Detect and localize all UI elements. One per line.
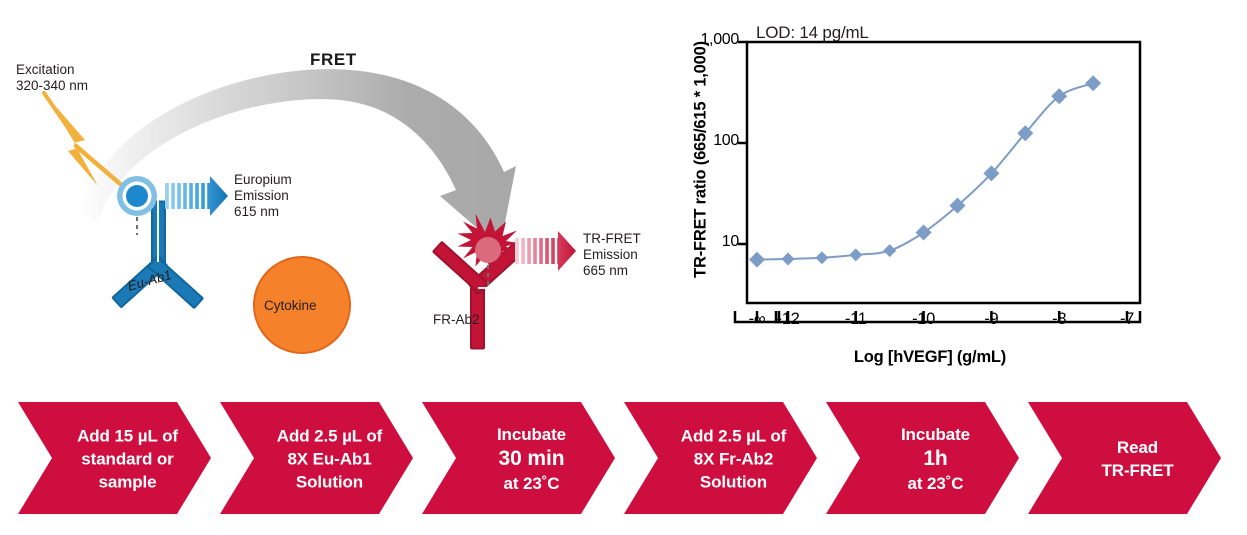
data-point-marker (949, 197, 966, 214)
trfret-emission-arrow-icon (515, 231, 576, 271)
cytokine-label: Cytokine (264, 298, 317, 313)
fret-transfer-arrow-icon (78, 69, 516, 248)
workflow-step-text: Add 15 µL of standard or sample (52, 425, 203, 494)
workflow-step-chevron[interactable] (220, 402, 413, 514)
europium-emission-label: Europium Emission 615 nm (234, 172, 292, 219)
fr-ab2-label: FR-Ab2 (433, 312, 480, 327)
workflow-step-chevron[interactable] (18, 402, 211, 514)
workflow-step-line1: Add 2.5 µL of (276, 426, 383, 446)
europium-fluorophore-icon (117, 176, 157, 216)
workflow-step-line3: Solution (699, 472, 768, 492)
workflow-step-line1: Add 15 µL of (77, 426, 178, 446)
workflow-step-chevron[interactable] (826, 402, 1019, 514)
data-point-markers (749, 75, 1102, 268)
workflow-step[interactable]: Add 2.5 µL of 8X Eu-Ab1 Solution (254, 398, 405, 520)
curve-line (756, 82, 1094, 261)
data-point-marker (781, 252, 795, 266)
trfret-emission-label: TR-FRET Emission 665 nm (583, 231, 641, 278)
workflow-step-line1: Incubate (496, 425, 567, 444)
fret-schematic-svg (42, 69, 576, 354)
workflow-step-line3: at 23˚C (907, 474, 964, 493)
plot-frame (745, 40, 1142, 305)
workflow-step[interactable]: Incubate 1h at 23˚C (860, 398, 1011, 520)
assay-workflow: Add 15 µL of standard or sample Add 2.5 µL … (0, 398, 1247, 520)
data-point-marker (849, 248, 863, 262)
eu-ab1-antibody-icon (111, 200, 204, 309)
workflow-step-line3: sample (98, 472, 157, 492)
workflow-step-chevron[interactable] (422, 402, 615, 514)
workflow-step-line1: Incubate (900, 425, 971, 444)
workflow-step-text: Add 2.5 µL of 8X Eu-Ab1 Solution (254, 425, 405, 494)
fret-schematic-panel: Excitation 320-340 nm FRET Europium Emis… (0, 0, 660, 392)
workflow-step-text: Read TR-FRET (1062, 436, 1213, 482)
workflow-chevrons (18, 402, 1221, 514)
workflow-step-line2: 30 min (498, 447, 565, 470)
y-tick-label: 100 (713, 132, 739, 149)
workflow-step[interactable]: Add 2.5 µL of 8X Fr-Ab2 Solution (658, 398, 809, 520)
data-point-marker (1085, 75, 1102, 92)
workflow-step[interactable]: Add 15 µL of standard or sample (52, 398, 203, 520)
workflow-step-line1: Read (1116, 438, 1159, 457)
workflow-step-line2: standard or (81, 449, 174, 469)
workflow-step-line2: TR-FRET (1101, 461, 1174, 480)
workflow-step-line3: Solution (295, 472, 364, 492)
data-point-marker (915, 224, 932, 241)
excitation-label: Excitation 320-340 nm (16, 62, 89, 93)
workflow-step-line2: 8X Fr-Ab2 (693, 449, 774, 469)
data-point-marker (883, 244, 897, 258)
workflow-step-line2: 8X Eu-Ab1 (287, 449, 372, 469)
data-point-marker (983, 165, 1000, 182)
data-point-marker (815, 251, 829, 265)
lod-annotation: LOD: 14 pg/mL (756, 23, 869, 42)
europium-emission-arrow-icon (165, 176, 228, 216)
chart-plot-area (733, 40, 1142, 324)
workflow-step[interactable]: Incubate 30 min at 23˚C (456, 398, 607, 520)
workflow-step-text: Incubate 30 min at 23˚C (456, 423, 607, 495)
workflow-step[interactable]: Read TR-FRET (1062, 398, 1213, 520)
dose-response-chart-panel: TR-FRET ratio (665/615 * 1,000) Log [hVE… (660, 0, 1247, 392)
workflow-step-line3: at 23˚C (503, 474, 560, 493)
data-point-marker (1051, 88, 1068, 105)
workflow-step-chevron[interactable] (624, 402, 817, 514)
chart-x-axis-title: Log [hVEGF] (g/mL) (853, 348, 1007, 366)
fret-label: FRET (310, 50, 357, 69)
y-tick-label: 1,000 (700, 31, 739, 48)
workflow-step-line2: 1h (923, 447, 948, 470)
workflow-step-line1: Add 2.5 µL of (680, 426, 787, 446)
data-point-marker (1017, 125, 1034, 142)
workflow-step-text: Incubate 1h at 23˚C (860, 423, 1011, 495)
workflow-step-text: Add 2.5 µL of 8X Fr-Ab2 Solution (658, 425, 809, 494)
acceptor-fluorophore-star-icon (457, 213, 521, 270)
y-tick-label: 10 (721, 233, 740, 250)
workflow-step-chevron[interactable] (1028, 402, 1221, 514)
data-point-marker (749, 251, 765, 268)
cytokine-icon (253, 256, 351, 354)
